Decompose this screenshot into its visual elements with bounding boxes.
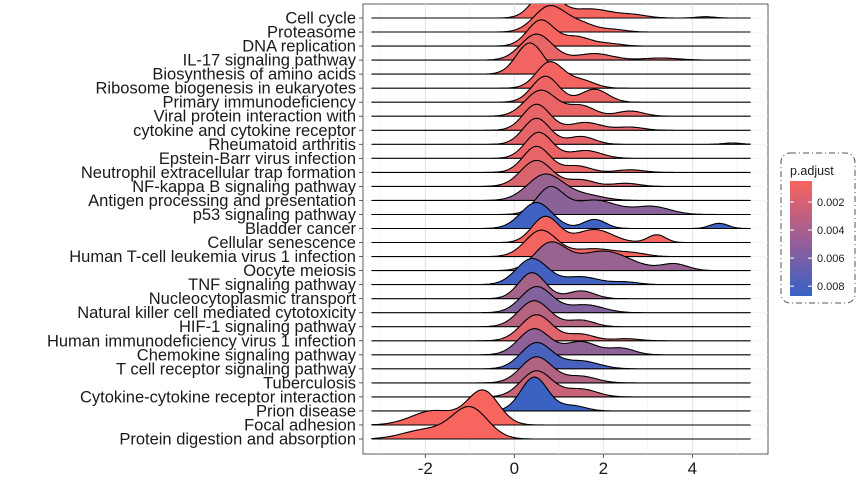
ridge-cytokine-cytokine-receptor-interaction [371,370,751,398]
y-tick-label: Focal adhesion [244,416,356,434]
ridge-rheumatoid-arthritis [371,117,751,145]
y-tick-label: Rheumatoid arthritis [208,136,356,154]
y-tick-label: Tuberculosis [263,374,356,392]
y-tick-label: Cellular senescence [207,234,356,252]
y-tick-label: NF-kappa B signaling pathway [132,178,357,196]
y-tick-label: Primary immunodeficiency [163,94,357,112]
y-tick-label: Epstein-Barr virus infection [159,150,356,168]
y-tick-label: Viral protein interaction with [154,108,356,126]
ridge-tnf-signaling-pathway [371,257,751,286]
ridge-il-17-signaling-pathway [371,33,751,61]
legend-tick-label: 0.002 [817,197,845,209]
ridge-p53-signaling-pathway [371,185,751,216]
y-tick-label: Natural killer cell mediated cytotoxicit… [77,304,357,322]
y-tick-label: Antigen processing and presentation [88,192,356,210]
ridge-primary-immunodeficiency [371,75,751,103]
ridge-tuberculosis [371,356,751,384]
ridge-chemokine-signaling-pathway [371,328,751,356]
y-tick-label: Ribosome biogenesis in eukaryotes [96,80,356,98]
legend-ticks: 0.002 0.004 0.006 0.008 [790,197,845,293]
ridge-t-cell-receptor-signaling-pathway [371,341,751,370]
ridge-human-t-cell-leukemia-virus-1-infection [371,229,751,258]
y-tick-label: Biosynthesis of amino acids [152,66,356,84]
x-tick-label: 4 [688,459,697,478]
y-tick-label: TNF signaling pathway [188,276,357,294]
legend-tick-label: 0.006 [817,253,845,265]
x-axis: -2 0 2 4 [418,454,697,478]
y-tick-label: Oocyte meiosis [243,262,356,280]
y-tick-label: HIF-1 signaling pathway [179,318,357,336]
ridge-nucleocytoplasmic-transport [371,272,751,300]
x-tick-label: 0 [510,459,519,478]
y-tick-label: Chemokine signaling pathway [137,346,357,364]
legend-tick-label: 0.004 [817,225,845,237]
ridge-ribosome-biogenesis-in-eukaryotes [371,61,751,89]
legend-colorbar [790,181,812,296]
y-tick-label: Proteasome [267,24,356,42]
x-tick-label: 2 [599,459,608,478]
legend-title: p.adjust [790,164,834,178]
ridge-antigen-processing-and-presentation [371,173,751,201]
y-tick-label: Prion disease [256,402,356,420]
ridge-neutrophil-extracellular-trap-formation [371,145,751,173]
ridge-protein-digestion-and-absorption [371,405,751,440]
ridge-epstein-barr-virus-infection [371,131,751,159]
y-tick-label: T cell receptor signaling pathway [116,360,357,378]
y-tick-label: DNA replication [242,38,356,56]
y-tick-label: p53 signaling pathway [193,206,357,224]
ridge-bladder-cancer [371,201,751,230]
y-tick-label: Cell cycle [285,10,356,28]
ridge-hif-1-signaling-pathway [371,300,751,328]
y-tick-label: Nucleocytoplasmic transport [149,290,357,308]
ridge-dna-replication [371,19,751,47]
y-tick-label: Human immunodeficiency virus 1 infection [47,332,356,350]
legend-tick-label: 0.008 [817,281,845,293]
x-tick-label: -2 [418,459,433,478]
ridge-oocyte-meiosis [371,241,751,272]
y-tick-label: Human T-cell leukemia virus 1 infection [69,248,356,266]
ridge-proteasome [371,4,751,33]
ridge-human-immunodeficiency-virus-1-infection [371,314,751,342]
y-tick-label: Protein digestion and absorption [119,431,356,449]
ridges [371,4,751,440]
ridge-viral-protein-interaction-with [371,89,751,117]
y-tick-label: Neutrophil extracellular trap formation [81,164,356,182]
y-tick-label: IL-17 signaling pathway [183,52,357,70]
ridge-cellular-senescence [371,215,751,244]
ridge-natural-killer-cell-mediated-cytotoxicity [371,286,751,314]
color-legend: p.adjust 0.002 0.004 0.006 0.008 [780,152,856,304]
ridge-cytokine-and-cytokine-receptor [371,103,751,131]
y-tick-label: Bladder cancer [245,220,356,238]
y-tick-label: cytokine and cytokine receptor [133,122,356,140]
y-tick-label: Cytokine-cytokine receptor interaction [80,388,356,406]
